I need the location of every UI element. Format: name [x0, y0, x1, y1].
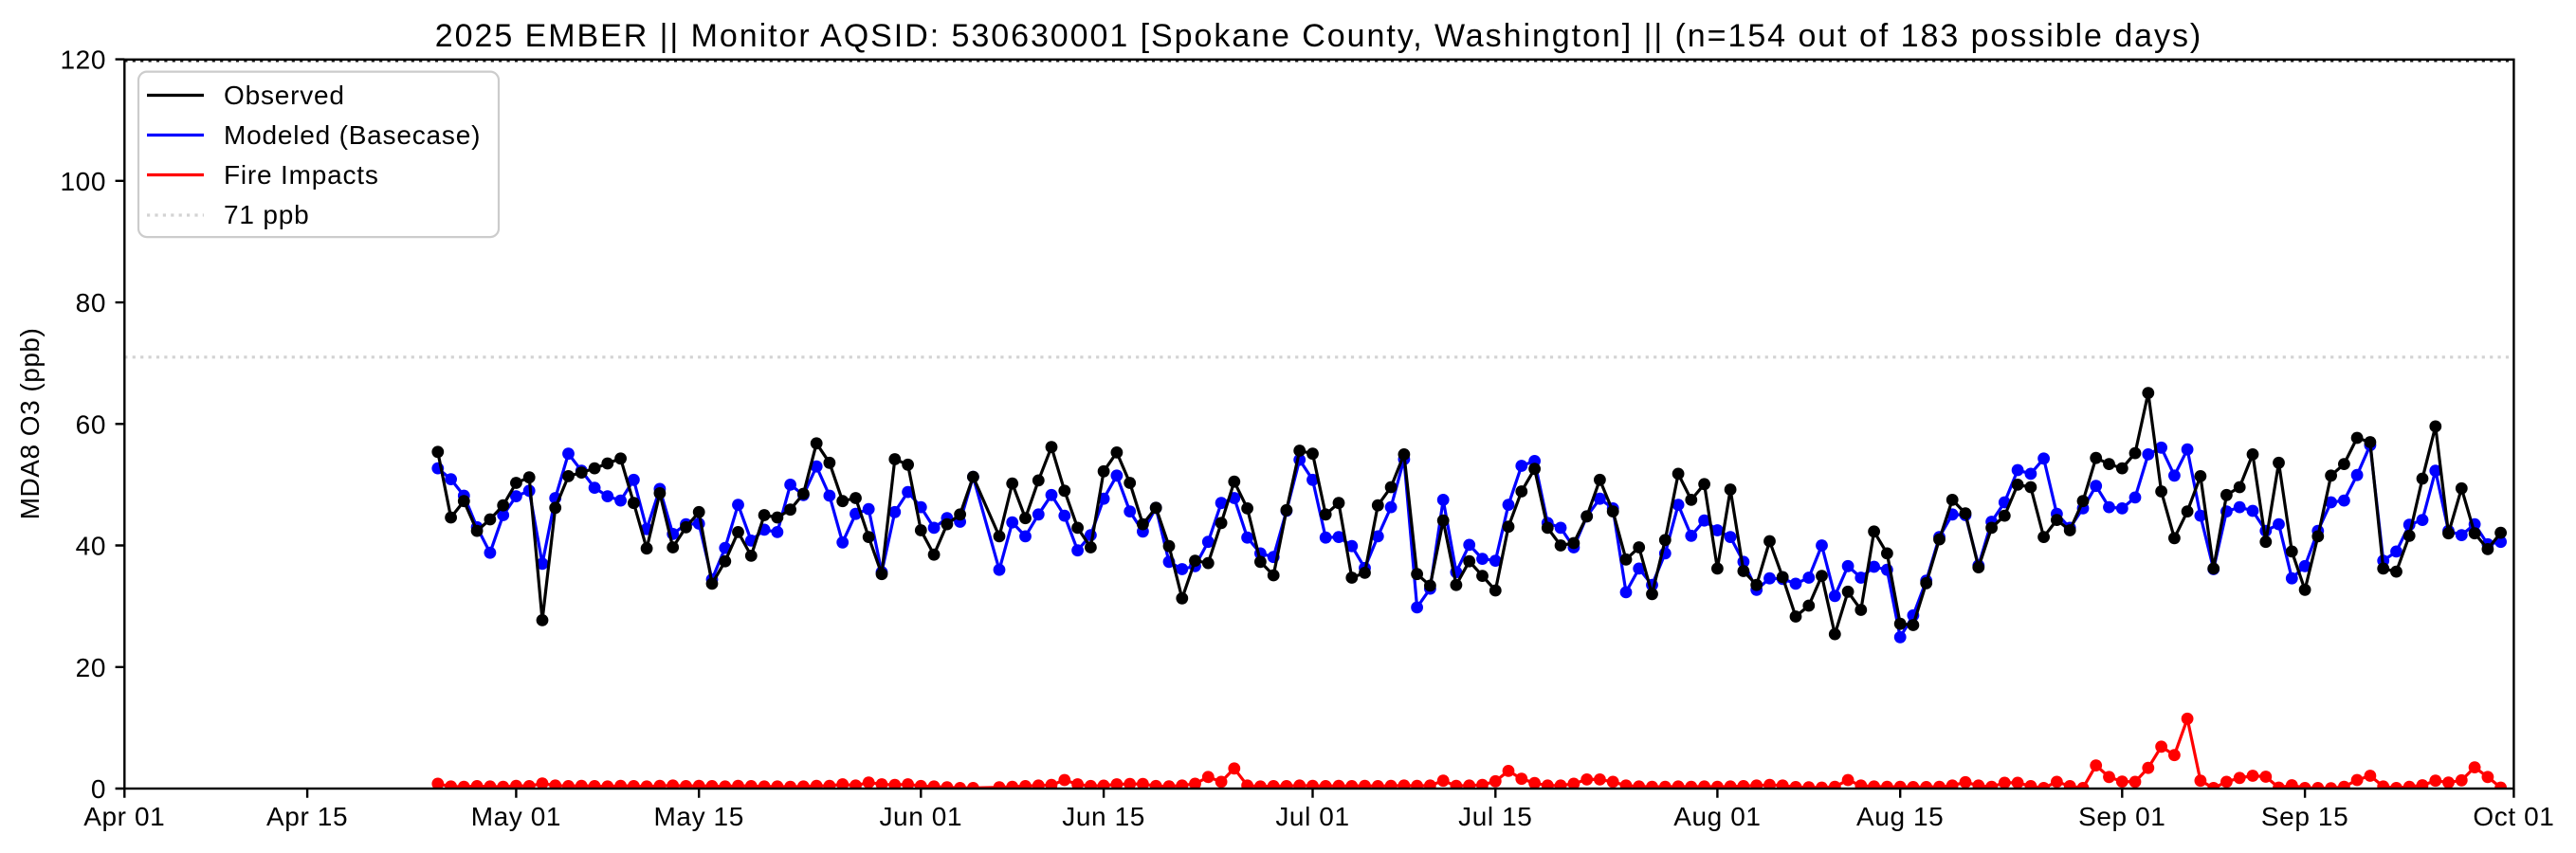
svg-text:Aug 01: Aug 01: [1673, 802, 1761, 831]
svg-text:Modeled (Basecase): Modeled (Basecase): [224, 120, 481, 150]
svg-text:Apr 01: Apr 01: [83, 802, 165, 831]
svg-text:60: 60: [76, 409, 106, 439]
svg-text:0: 0: [91, 774, 106, 804]
svg-text:Jul 15: Jul 15: [1458, 802, 1532, 831]
svg-text:Jun 01: Jun 01: [879, 802, 962, 831]
svg-text:Sep 15: Sep 15: [2261, 802, 2348, 831]
svg-text:Fire Impacts: Fire Impacts: [224, 160, 379, 190]
svg-text:2025 EMBER || Monitor AQSID: 5: 2025 EMBER || Monitor AQSID: 530630001 […: [435, 18, 2202, 54]
svg-text:May 01: May 01: [471, 802, 561, 831]
svg-text:Apr 15: Apr 15: [266, 802, 348, 831]
svg-text:20: 20: [76, 653, 106, 682]
svg-text:Jul 01: Jul 01: [1275, 802, 1349, 831]
svg-text:Aug 15: Aug 15: [1856, 802, 1944, 831]
svg-text:100: 100: [60, 167, 106, 196]
svg-text:Oct 01: Oct 01: [2473, 802, 2554, 831]
svg-text:120: 120: [60, 45, 106, 75]
svg-text:Observed: Observed: [224, 81, 345, 110]
svg-text:80: 80: [76, 288, 106, 318]
svg-text:40: 40: [76, 532, 106, 561]
svg-text:Jun 15: Jun 15: [1062, 802, 1145, 831]
svg-text:71 ppb: 71 ppb: [224, 200, 309, 229]
svg-text:Sep 01: Sep 01: [2078, 802, 2165, 831]
svg-text:MDA8 O3 (ppb): MDA8 O3 (ppb): [15, 328, 45, 520]
svg-text:May 15: May 15: [653, 802, 743, 831]
